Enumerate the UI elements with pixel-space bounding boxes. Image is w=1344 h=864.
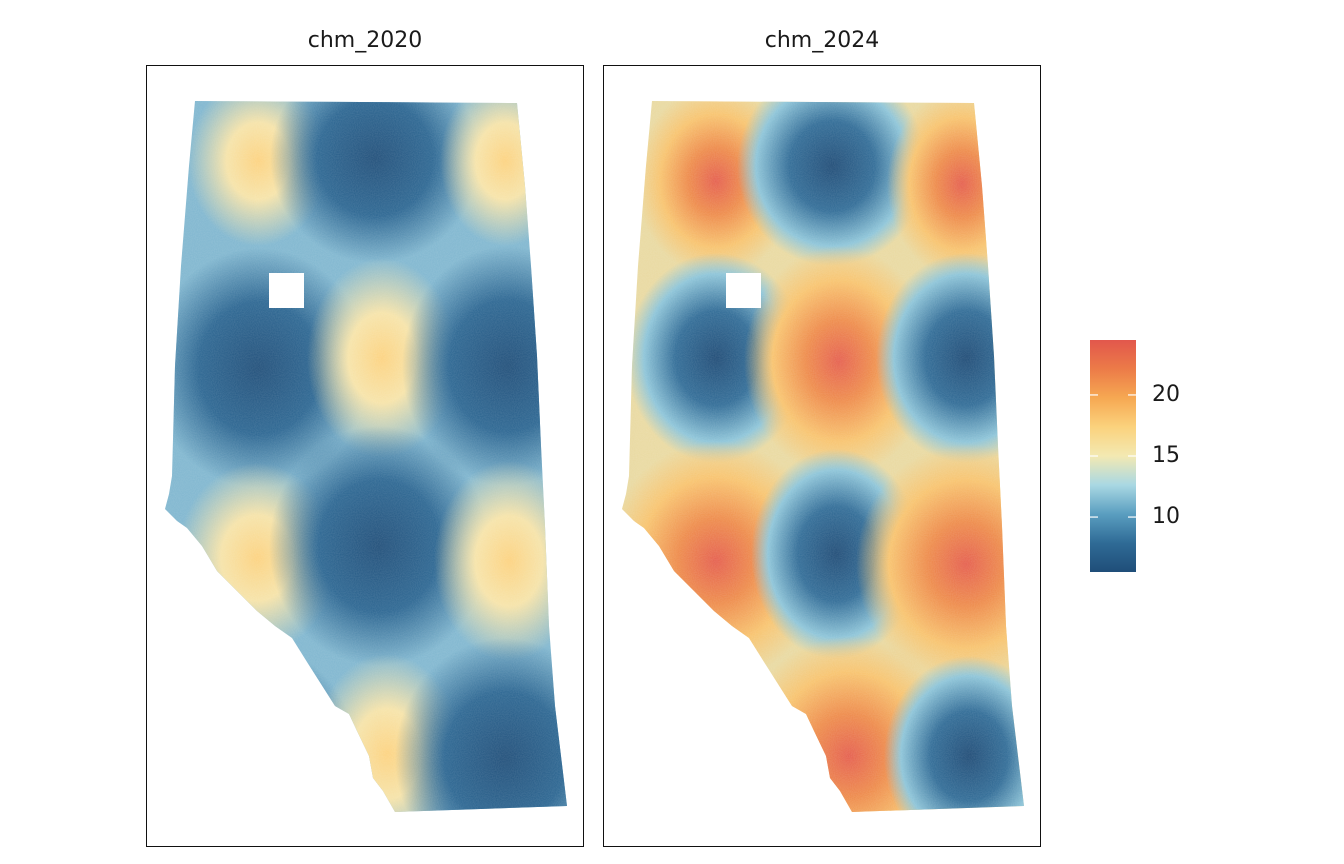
cool-zone: [636, 661, 796, 812]
map-chm-2020: [165, 101, 567, 812]
panel-title-2020: chm_2020: [307, 28, 423, 53]
legend-tick-label: 10: [1152, 504, 1180, 530]
panel-title-2024: chm_2024: [764, 28, 880, 53]
legend-tick-label: 20: [1152, 381, 1180, 407]
map-chm-2024: [622, 101, 1024, 812]
colorbar-legend: [1090, 340, 1136, 572]
colorbar-ticks: [1090, 394, 1136, 518]
map-panel-chm-2024: [603, 65, 1041, 847]
masked-block-2020: [269, 273, 304, 308]
legend-tick-label: 15: [1152, 443, 1180, 468]
map-panel-chm-2020: [146, 65, 584, 847]
masked-block-2024: [726, 273, 761, 308]
